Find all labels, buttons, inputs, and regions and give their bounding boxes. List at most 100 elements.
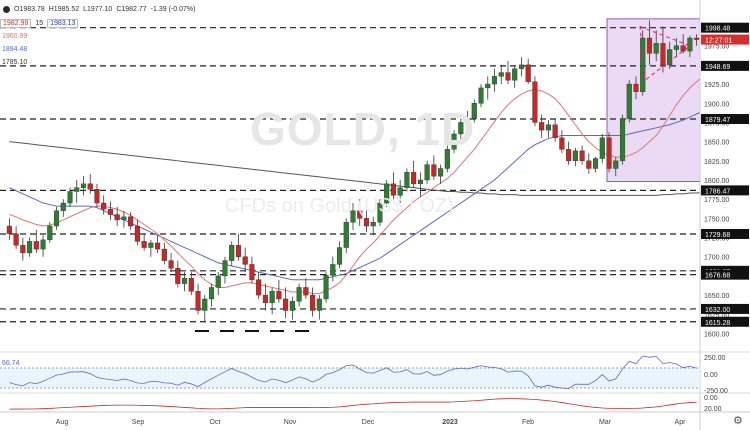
candle-body: [397, 187, 403, 196]
candle-body: [155, 242, 161, 250]
candle-body: [323, 274, 329, 300]
symbol-icon: [3, 5, 10, 13]
candle-body: [161, 248, 167, 261]
candle-body: [417, 179, 423, 185]
candle-body: [13, 233, 19, 246]
candle-body: [262, 294, 268, 303]
candle-body: [444, 149, 450, 169]
candle-body: [384, 183, 390, 204]
time-tick-label: Mar: [599, 419, 612, 426]
bid-ask[interactable]: 1982.98 15 1983.13: [0, 16, 79, 30]
level-price-tag: [701, 303, 749, 314]
candle-body: [552, 124, 558, 138]
candle-body: [269, 291, 275, 303]
high-value: H1985.52: [48, 5, 80, 13]
rsi-tick-label: -250.00: [704, 388, 728, 395]
ma-mid-line: [9, 107, 711, 281]
price-tick-label: 1625.00: [704, 312, 729, 319]
candle-body: [283, 298, 289, 311]
level-price-label: 1676.68: [705, 273, 730, 280]
candle-body: [572, 150, 578, 162]
candle-body: [33, 241, 39, 250]
candle-body: [464, 118, 471, 123]
price-tick-label: 1650.00: [704, 293, 729, 300]
candle-body: [60, 202, 66, 211]
last-price-tag: [701, 34, 749, 45]
candle-body: [559, 137, 565, 150]
level-price-label: 1998.48: [705, 26, 730, 33]
candle-body: [256, 279, 262, 296]
candle-body: [694, 37, 700, 40]
candle-body: [310, 294, 316, 311]
level-price-tag: [701, 228, 749, 239]
level-price-label: 1615.28: [705, 320, 730, 327]
candle-body: [646, 37, 653, 54]
candle-body: [67, 191, 73, 204]
time-tick-label: Nov: [284, 419, 297, 426]
candle-body: [599, 137, 605, 159]
level-price-tag: [701, 316, 749, 327]
candle-body: [350, 210, 356, 223]
candle-body: [175, 268, 181, 284]
rsi-line: [9, 355, 697, 390]
candle-body: [107, 208, 113, 215]
candle-body: [235, 245, 242, 257]
candle-body: [363, 218, 370, 227]
candle-body: [202, 298, 208, 311]
bid-button[interactable]: 1982.98: [0, 18, 32, 28]
candle-body: [336, 247, 343, 265]
candle-body: [114, 214, 120, 221]
candle-body: [188, 278, 194, 292]
candle-body: [667, 49, 673, 66]
candle-body: [485, 83, 491, 89]
candle-body: [404, 172, 410, 188]
candle-body: [215, 275, 221, 288]
time-tick-label: Apr: [675, 419, 687, 426]
candle-body: [222, 260, 228, 277]
candle-body: [619, 118, 626, 162]
candle-body: [411, 172, 417, 185]
level-price-label: 1879.47: [705, 117, 730, 124]
candle-body: [653, 43, 659, 54]
price-tick-label: 1700.00: [704, 255, 729, 262]
candle-body: [377, 202, 383, 223]
change-value: -1.39 (-0.07%): [150, 5, 196, 13]
price-tick-label: 1725.00: [704, 236, 729, 243]
candle-body: [330, 264, 336, 276]
candle-body: [40, 239, 46, 250]
candle-body: [491, 76, 498, 85]
time-tick-label: Oct: [210, 419, 221, 426]
candle-body: [640, 37, 646, 92]
candle-body: [424, 164, 430, 181]
rsi-band: [0, 368, 700, 388]
gear-icon[interactable]: ⚙: [733, 415, 743, 427]
level-price-tag: [701, 22, 749, 33]
candle-body: [579, 150, 585, 162]
ask-button[interactable]: 1983.13: [47, 18, 79, 28]
candle-body: [478, 87, 484, 104]
price-tick-label: 1750.00: [704, 216, 729, 223]
rsi-tick-label: 0.00: [704, 372, 718, 379]
candle-body: [593, 158, 599, 169]
last-price-label: 12:27:01: [705, 38, 732, 45]
watermark-symbol: GOLD, 1D: [250, 103, 476, 155]
candle-body: [168, 260, 174, 269]
price-tick-label: 1600.00: [704, 331, 729, 338]
level-price-tag: [701, 269, 749, 280]
price-tick-label: 1775.00: [704, 197, 729, 204]
candle-body: [518, 64, 525, 69]
candle-body: [20, 245, 26, 254]
candle-body: [134, 225, 140, 242]
time-tick-label: Dec: [362, 419, 375, 426]
candle-body: [390, 183, 396, 196]
candle-body: [229, 245, 235, 261]
price-tick-label: 1975.00: [704, 44, 729, 51]
candle-body: [539, 122, 545, 131]
time-tick-label: 2023: [442, 419, 458, 426]
candle-body: [566, 149, 572, 162]
ma-fast-line: [9, 70, 711, 295]
candle-body: [505, 72, 511, 81]
candle-body: [545, 124, 551, 131]
candle-body: [242, 256, 248, 265]
